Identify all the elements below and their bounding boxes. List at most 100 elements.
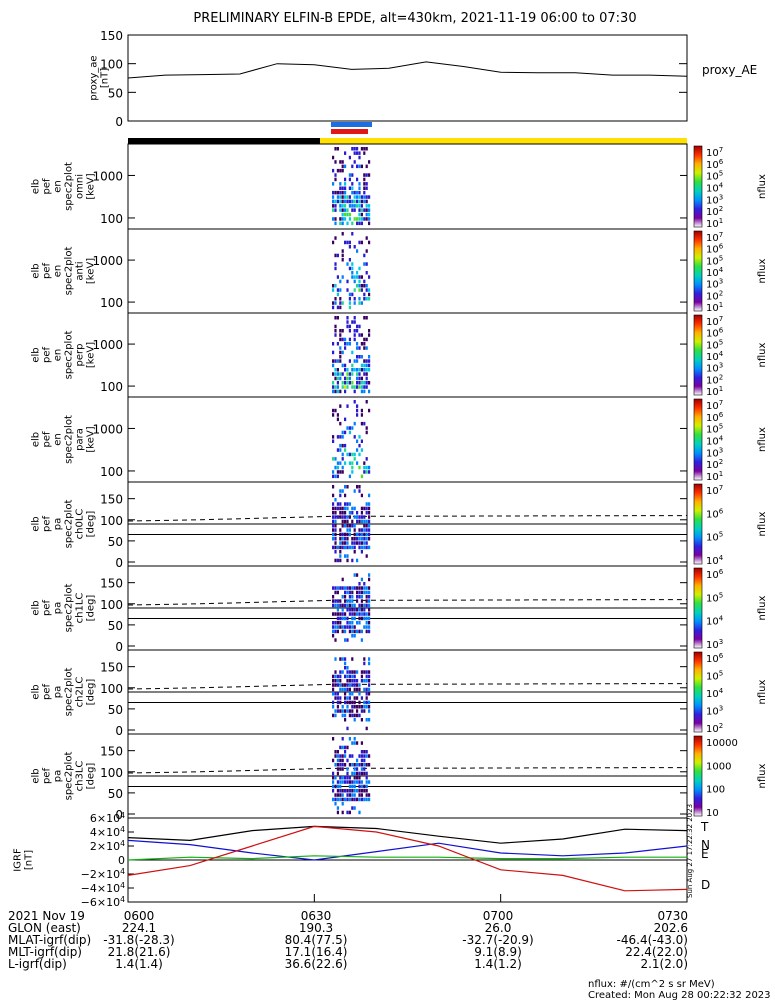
spec-pixel [339,776,342,780]
spec-pixel [344,780,347,784]
spec-pixel [334,541,337,545]
spec-pixel [346,524,349,528]
spec-pixel [363,147,366,151]
spec-pixel [356,275,359,279]
spec-pixel [356,404,359,408]
spec-pixel [360,147,363,151]
spec-pixel [341,329,344,333]
spec-pixel [348,532,351,537]
spec-pixel [348,301,351,305]
spec-pixel [363,190,366,195]
spec-pixel [358,301,361,305]
data-quality-bars [128,122,687,144]
ylabel-line: spec2plot [64,668,75,717]
spec-pixel [356,573,359,577]
spec-pixel [346,709,349,713]
spec-pixel [334,586,337,590]
spec-pixel [332,687,335,692]
spec-pixel [351,629,354,634]
spec-pixel [341,608,344,612]
ytick-label: 100 [100,766,123,780]
ylabel-line: elb [31,347,42,362]
spec-pixel [358,595,361,599]
spec-pixel [339,443,342,448]
colorbar-label: nflux [757,427,768,452]
spec-pixel [341,212,344,217]
spec-pixel [336,590,339,595]
spec-pixel [348,737,351,741]
spec-pixel [351,674,354,679]
panel-ylabel: elb pef pa spec2plot ch2LC [deg] [31,668,97,717]
spec-pixel [358,190,361,195]
spec-pixel [368,595,371,599]
spec-pixel [356,586,359,590]
spec-pixel [365,186,368,190]
spec-pixel [368,625,371,629]
spec-pixel [341,776,344,780]
spec-pixel [360,767,363,771]
spec-pixel [356,741,359,745]
ylabel-line: [nT] [100,68,111,88]
spec-pixel [360,448,363,452]
ytick-label: 150 [100,745,123,759]
spec-pixel [336,190,339,195]
spec-pixel [346,705,349,709]
ephem-value: -32.7(-20.9) [462,933,533,947]
spec-pixel [356,147,359,151]
ylabel-line: para [75,428,86,451]
nflux-units: nflux: #/(cm^2 s sr MeV) [588,979,715,990]
spec-pixel [336,372,339,376]
spec-pixel [341,258,344,262]
spec-pixel [363,705,366,709]
spec-pixel [356,558,359,563]
spec-pixel [341,168,344,173]
spec-pixel [346,195,349,199]
spec-pixel [332,493,335,498]
spec-pixel [339,288,342,292]
spec-pixel [348,212,351,217]
spec-pixel [334,754,337,758]
spec-pixel [368,408,371,413]
spec-pixel [341,489,344,493]
spec-pixel [334,625,337,629]
spec-pixel [344,745,347,750]
spec-pixel [339,767,342,771]
spec-pixel [336,474,339,479]
ylabel-line: spec2plot [64,331,75,380]
spec-pixel [348,324,351,329]
spec-pixel [356,537,359,541]
spec-pixel [344,763,347,767]
spec-pixel [356,515,359,519]
spec-pixel [358,195,361,199]
spec-pixel [344,443,347,448]
spec-pixel [356,448,359,452]
spec-pixel [365,217,368,221]
colorbar-tick: 103 [706,446,723,459]
colorbar [693,230,703,312]
spec-pixel [339,389,342,394]
spec-pixel [353,208,356,212]
spec-pixel [351,190,354,195]
spec-pixel [351,506,354,511]
spec-pixel [339,612,342,616]
spec-pixel [351,709,354,713]
colorbar-tick: 101 [706,470,723,483]
ylabel-line: [keV] [86,258,97,284]
colorbar-tick: 105 [706,531,723,544]
spec-pixel [353,780,356,784]
ephem-value: 26.0 [485,921,512,935]
spec-pixel [356,679,359,683]
figure-title: PRELIMINARY ELFIN-B EPDE, alt=430km, 202… [193,11,636,26]
spec-pixel [351,670,354,674]
spec-pixel [344,430,347,435]
spec-pixel [360,763,363,767]
spec-pixel [332,301,335,305]
spec-pixel [360,363,363,368]
ephem-value: 2.1(2.0) [640,957,688,971]
spec-pixel [332,603,335,608]
spec-pixel [360,577,363,582]
spec-pixel [360,515,363,519]
spec-pixel [358,629,361,634]
spec-pixel [332,524,335,528]
